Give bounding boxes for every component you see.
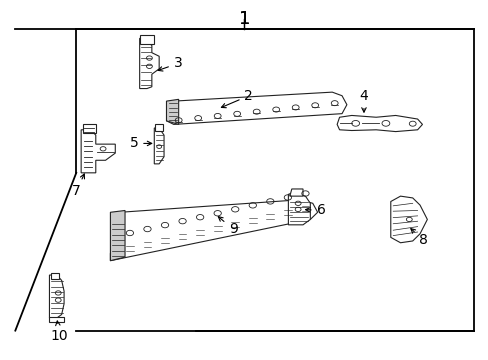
Text: 1: 1 — [238, 10, 250, 28]
Text: 9: 9 — [218, 217, 237, 236]
Polygon shape — [390, 196, 427, 243]
Polygon shape — [154, 128, 163, 164]
Text: 3: 3 — [158, 57, 182, 71]
Polygon shape — [49, 275, 64, 318]
Text: 2: 2 — [221, 89, 253, 108]
Polygon shape — [82, 125, 96, 134]
Polygon shape — [51, 273, 59, 279]
Text: 1: 1 — [238, 10, 250, 28]
Text: 6: 6 — [305, 203, 325, 217]
Polygon shape — [166, 92, 346, 125]
Polygon shape — [140, 39, 159, 89]
Text: 7: 7 — [72, 174, 84, 198]
Polygon shape — [49, 317, 64, 321]
Polygon shape — [166, 99, 178, 125]
Text: 10: 10 — [50, 321, 68, 343]
Polygon shape — [155, 124, 162, 131]
Polygon shape — [110, 200, 317, 261]
Polygon shape — [289, 189, 303, 196]
Text: 5: 5 — [129, 136, 151, 150]
Polygon shape — [140, 35, 154, 44]
Text: 8: 8 — [410, 229, 427, 247]
Polygon shape — [81, 130, 115, 173]
Text: 4: 4 — [359, 89, 367, 112]
Polygon shape — [336, 116, 422, 132]
Polygon shape — [110, 211, 125, 261]
Polygon shape — [288, 193, 310, 225]
